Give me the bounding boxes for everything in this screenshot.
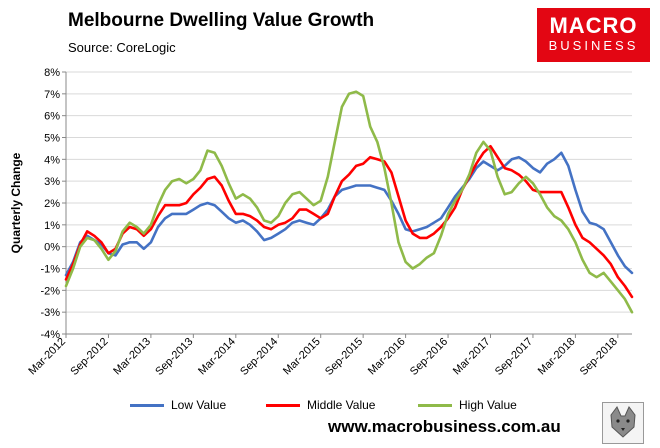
x-tick-label: Mar-2014 bbox=[196, 336, 238, 378]
y-tick-label: -4% bbox=[40, 329, 60, 341]
legend-item-low-value: Low Value bbox=[130, 398, 226, 412]
x-tick-label: Mar-2018 bbox=[536, 336, 578, 378]
legend-swatch-low-value bbox=[130, 403, 164, 407]
chart-title: Melbourne Dwelling Value Growth bbox=[68, 10, 375, 31]
x-tick-label: Mar-2013 bbox=[111, 336, 153, 378]
legend-swatch-high-value bbox=[418, 403, 452, 407]
y-tick-label: 1% bbox=[44, 220, 60, 232]
logo-line-1: MACRO bbox=[549, 13, 638, 38]
y-axis-ticks: -4% -3% -2% -1% 0% 1% 2% 3% 4% 5% 6% 7% 8% bbox=[40, 67, 66, 341]
y-tick-label: 4% bbox=[44, 154, 60, 166]
y-tick-label: 3% bbox=[44, 176, 60, 188]
series-lines bbox=[64, 90, 634, 314]
footer-website-url[interactable]: www.macrobusiness.com.au bbox=[328, 417, 561, 436]
x-tick-label: Sep-2017 bbox=[493, 336, 535, 378]
legend-item-high-value: High Value bbox=[418, 398, 517, 412]
y-tick-label: 6% bbox=[44, 111, 60, 123]
y-tick-label: 7% bbox=[44, 89, 60, 101]
legend-item-middle-value: Middle Value bbox=[266, 398, 375, 412]
y-tick-label: 0% bbox=[44, 242, 60, 254]
legend-swatch-middle-value bbox=[266, 403, 300, 407]
gridlines bbox=[66, 71, 632, 335]
x-tick-label: Sep-2014 bbox=[238, 336, 280, 378]
x-tick-label: Sep-2016 bbox=[408, 336, 450, 378]
y-tick-label: -2% bbox=[40, 285, 60, 297]
y-tick-label: 2% bbox=[44, 198, 60, 210]
y-tick-label: 8% bbox=[44, 67, 60, 79]
y-tick-label: -3% bbox=[40, 307, 60, 319]
wolf-mascot-icon bbox=[602, 402, 644, 444]
chart-legend: Low Value Middle Value High Value bbox=[0, 398, 660, 414]
legend-label-high-value: High Value bbox=[459, 398, 517, 412]
logo-line-2: BUSINESS bbox=[548, 38, 639, 53]
x-tick-label: Mar-2012 bbox=[26, 336, 68, 378]
axes bbox=[65, 72, 632, 335]
series-line-high-value bbox=[64, 90, 634, 314]
legend-label-low-value: Low Value bbox=[171, 398, 227, 412]
x-tick-label: Sep-2018 bbox=[578, 336, 620, 378]
x-tick-label: Mar-2016 bbox=[366, 336, 408, 378]
x-axis-ticks: Mar-2012 Sep-2012 Mar-2013 Sep-2013 Mar-2014… bbox=[26, 334, 620, 378]
chart-source: Source: CoreLogic bbox=[68, 40, 176, 55]
x-tick-label: Sep-2015 bbox=[323, 336, 365, 378]
legend-label-middle-value: Middle Value bbox=[307, 398, 376, 412]
macrobusiness-logo: MACRO BUSINESS bbox=[537, 8, 650, 62]
y-axis-label: Quarterly Change bbox=[9, 152, 23, 253]
x-tick-label: Sep-2013 bbox=[153, 336, 195, 378]
x-tick-label: Mar-2015 bbox=[281, 336, 323, 378]
series-line-low-value bbox=[64, 151, 634, 277]
y-tick-label: 5% bbox=[44, 133, 60, 145]
x-tick-label: Sep-2012 bbox=[68, 336, 110, 378]
y-tick-label: -1% bbox=[40, 264, 60, 276]
x-tick-label: Mar-2017 bbox=[451, 336, 493, 378]
